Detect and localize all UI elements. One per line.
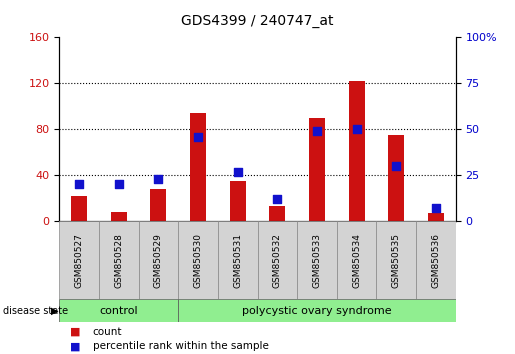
Text: percentile rank within the sample: percentile rank within the sample [93,341,269,351]
Bar [309,118,325,221]
Point [194,134,202,139]
Bar [178,221,218,299]
Text: GSM850534: GSM850534 [352,233,361,288]
Text: polycystic ovary syndrome: polycystic ovary syndrome [242,306,392,316]
Bar [150,189,166,221]
Bar [297,221,337,299]
Text: control: control [99,306,138,316]
Bar [376,221,416,299]
Point [273,196,281,202]
Text: GSM850536: GSM850536 [432,233,440,288]
Bar [230,181,246,221]
Bar [59,299,178,322]
Point [392,163,401,169]
Text: GSM850527: GSM850527 [75,233,83,288]
Text: GSM850532: GSM850532 [273,233,282,288]
Point [233,169,242,175]
Point [313,128,321,134]
Bar [111,212,127,221]
Point [114,182,123,187]
Text: count: count [93,327,122,337]
Text: GSM850530: GSM850530 [194,233,202,288]
Point [154,176,162,182]
Bar [337,221,376,299]
Bar [269,206,285,221]
Bar [59,221,99,299]
Text: GSM850528: GSM850528 [114,233,123,288]
Point [75,182,83,187]
Text: GSM850529: GSM850529 [154,233,163,288]
Bar [190,113,206,221]
Bar [349,81,365,221]
Text: ■: ■ [70,341,80,351]
Bar [388,135,404,221]
Text: ■: ■ [70,327,80,337]
Bar [258,221,297,299]
Text: disease state: disease state [3,306,67,316]
Text: GSM850535: GSM850535 [392,233,401,288]
Text: ▶: ▶ [50,306,58,316]
Bar [416,221,456,299]
Text: GDS4399 / 240747_at: GDS4399 / 240747_at [181,14,334,28]
Text: GSM850531: GSM850531 [233,233,242,288]
Bar [71,196,87,221]
Point [352,126,360,132]
Bar [178,299,456,322]
Bar [99,221,139,299]
Bar [428,213,444,221]
Point [432,206,440,211]
Text: GSM850533: GSM850533 [313,233,321,288]
Bar [218,221,258,299]
Bar [139,221,178,299]
